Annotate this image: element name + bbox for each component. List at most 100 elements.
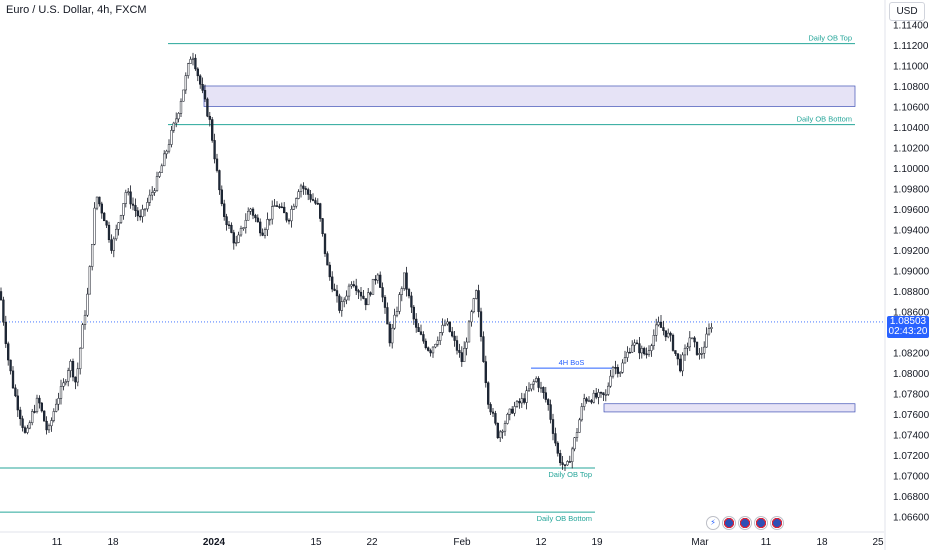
candle-body — [477, 290, 480, 312]
candle-body — [578, 419, 581, 433]
candle-body — [371, 278, 375, 295]
y-tick-label: 1.07000 — [893, 472, 930, 483]
candle-body — [247, 211, 250, 221]
candle-body — [40, 402, 43, 412]
y-tick-label: 1.09400 — [893, 226, 930, 237]
candle-body — [283, 206, 286, 214]
zone-label: Daily OB Top — [808, 34, 852, 43]
candle-body — [568, 461, 571, 463]
chart-title: Euro / U.S. Dollar, 4h, FXCM — [6, 4, 147, 16]
candle-body — [278, 206, 281, 208]
candle-body — [532, 381, 535, 385]
candle-body — [160, 165, 163, 173]
x-tick-label: 12 — [535, 537, 547, 548]
candle-body — [635, 342, 639, 345]
flag-icon[interactable] — [754, 516, 768, 530]
candle-body — [239, 227, 243, 236]
candle-body — [280, 206, 283, 209]
candle-body — [179, 100, 183, 114]
candle-body — [203, 90, 207, 100]
candle-body — [475, 290, 478, 299]
candle-body — [412, 306, 415, 320]
candle-body — [367, 292, 370, 306]
candle-body — [16, 395, 19, 411]
candle-body — [575, 432, 579, 438]
candle-body — [710, 327, 713, 329]
candle-body — [472, 298, 475, 313]
candle-body — [256, 217, 259, 223]
x-tick-label: Feb — [453, 537, 471, 548]
candle-body — [614, 367, 617, 369]
candle-body — [170, 130, 173, 145]
candle-body — [664, 330, 667, 338]
candle-body — [347, 285, 351, 297]
candle-body — [124, 192, 127, 204]
candle-body — [251, 208, 255, 216]
candle-body — [47, 425, 51, 431]
y-tick-label: 1.10000 — [893, 164, 930, 175]
x-tick-label: Mar — [691, 537, 709, 548]
candle-body — [307, 189, 310, 195]
y-tick-label: 1.11000 — [893, 62, 929, 73]
candle-body — [71, 361, 75, 378]
flag-icon[interactable] — [738, 516, 752, 530]
candle-body — [242, 227, 245, 229]
candle-body — [585, 398, 588, 402]
candle-body — [554, 433, 557, 444]
candle-body — [35, 397, 39, 412]
candle-body — [489, 404, 492, 413]
last-price-tag: 1.08503 02:43:20 — [887, 316, 929, 338]
candle-body — [537, 378, 540, 388]
candle-body — [189, 59, 192, 64]
flag-icon[interactable] — [770, 516, 784, 530]
candle-body — [561, 462, 564, 465]
candle-body — [645, 353, 648, 356]
candle-body — [405, 272, 408, 290]
candle-body — [633, 342, 636, 346]
last-price-value: 1.08503 — [889, 316, 927, 327]
candle-body — [83, 314, 87, 325]
countdown: 02:43:20 — [888, 326, 928, 337]
candle-body — [400, 288, 403, 295]
candle-body — [698, 353, 701, 355]
x-tick-label: 18 — [107, 537, 119, 548]
candle-body — [544, 392, 547, 400]
candle-body — [88, 266, 91, 295]
candle-body — [271, 206, 274, 220]
candle-body — [443, 323, 447, 326]
candle-body — [93, 207, 96, 245]
candle-body — [211, 119, 214, 141]
candle-body — [43, 410, 46, 422]
candle-body — [662, 327, 665, 331]
candle-body — [484, 361, 487, 384]
candle-body — [335, 290, 339, 297]
candle-body — [136, 210, 139, 217]
candle-body — [285, 212, 288, 221]
candle-body — [506, 414, 509, 424]
candle-body — [523, 398, 526, 403]
candle-body — [314, 200, 317, 204]
candle-body — [383, 296, 387, 308]
x-tick-label: 15 — [310, 537, 322, 548]
candle-body — [323, 233, 327, 254]
currency-button[interactable]: USD — [889, 2, 925, 21]
candle-body — [463, 348, 466, 362]
candle-body — [268, 218, 271, 221]
lightning-icon[interactable]: ⚡ — [706, 516, 720, 530]
candle-body — [232, 232, 235, 244]
zone-label: Daily OB Bottom — [537, 514, 592, 523]
candle-body — [112, 238, 115, 251]
candle-body — [227, 224, 231, 227]
candle-body — [244, 219, 247, 228]
flag-icon[interactable] — [722, 516, 736, 530]
candle-body — [340, 301, 343, 311]
candle-body — [470, 311, 473, 323]
candle-body — [369, 292, 372, 295]
x-tick-label: 11 — [761, 537, 772, 548]
candle-body — [23, 427, 27, 433]
candle-body — [451, 331, 454, 337]
candle-body — [220, 189, 223, 205]
candle-body — [187, 63, 190, 76]
